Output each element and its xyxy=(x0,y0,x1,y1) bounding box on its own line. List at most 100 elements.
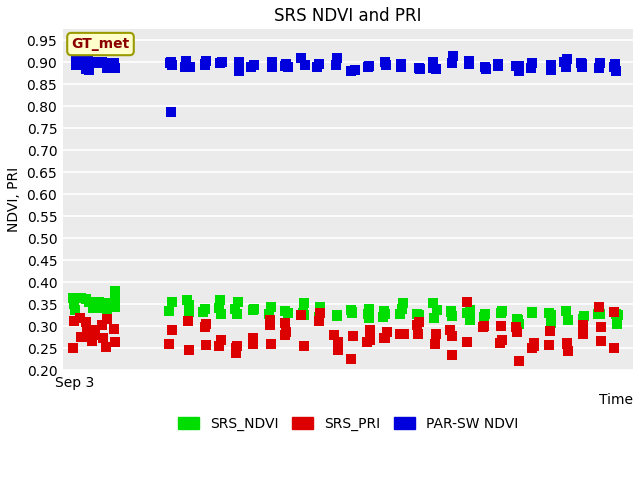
Point xyxy=(545,327,556,335)
Point xyxy=(314,313,324,321)
Point xyxy=(576,60,586,67)
Point xyxy=(396,60,406,68)
Point xyxy=(412,321,422,329)
Point xyxy=(110,64,120,72)
Point xyxy=(412,310,422,318)
Point xyxy=(527,59,538,67)
Point xyxy=(83,57,93,64)
Point xyxy=(200,60,210,68)
Point xyxy=(249,305,259,312)
Point xyxy=(612,320,622,328)
Point xyxy=(495,339,505,347)
Point xyxy=(479,313,490,321)
Point xyxy=(246,63,257,71)
Point xyxy=(380,59,390,66)
Point xyxy=(282,63,292,71)
Point xyxy=(234,67,244,75)
Point xyxy=(231,344,241,352)
Point xyxy=(102,64,113,72)
Point xyxy=(68,300,79,308)
Point xyxy=(431,306,442,314)
Point xyxy=(329,331,339,338)
Point xyxy=(347,308,357,315)
Point xyxy=(280,331,291,338)
Point xyxy=(233,299,243,306)
Point xyxy=(298,309,308,317)
Point xyxy=(514,67,524,74)
Point xyxy=(447,332,458,339)
Point xyxy=(164,307,174,315)
Point xyxy=(413,312,424,319)
Point xyxy=(299,342,309,350)
Point xyxy=(611,310,621,317)
Point xyxy=(78,58,88,66)
Point xyxy=(216,336,227,344)
Point xyxy=(447,351,457,359)
Point xyxy=(513,316,523,324)
Point xyxy=(364,305,374,312)
Point xyxy=(332,312,342,319)
Point xyxy=(97,304,107,312)
Point xyxy=(248,306,258,314)
Point xyxy=(380,311,390,318)
Point xyxy=(346,306,356,314)
Point xyxy=(379,308,389,315)
Point xyxy=(577,63,587,71)
Point xyxy=(280,62,290,70)
Point xyxy=(249,61,259,69)
Point xyxy=(234,58,244,66)
Point xyxy=(97,321,107,328)
Point xyxy=(88,59,98,67)
Point xyxy=(184,301,194,309)
Point xyxy=(578,330,588,337)
Point xyxy=(562,56,572,63)
Point xyxy=(609,344,620,352)
Point xyxy=(266,63,276,71)
Point xyxy=(561,63,572,71)
Point xyxy=(514,357,524,364)
Point xyxy=(184,63,195,71)
Point xyxy=(595,59,605,67)
Point xyxy=(578,322,588,329)
Point xyxy=(100,344,111,351)
Point xyxy=(578,315,588,323)
Point xyxy=(90,304,100,312)
Point xyxy=(281,328,291,336)
Point xyxy=(201,57,211,64)
Point xyxy=(414,318,424,326)
Point xyxy=(610,60,620,68)
Point xyxy=(110,338,120,346)
Point xyxy=(562,339,572,347)
Point xyxy=(364,63,374,71)
Point xyxy=(180,63,191,71)
Point xyxy=(511,62,522,70)
Point xyxy=(464,57,474,65)
Point xyxy=(109,287,120,295)
Point xyxy=(97,60,108,67)
Point xyxy=(461,298,472,306)
Point xyxy=(446,307,456,315)
Point xyxy=(512,315,522,323)
Point xyxy=(77,57,87,65)
Point xyxy=(166,58,176,66)
Point xyxy=(609,63,619,71)
Point xyxy=(283,309,293,316)
Point xyxy=(82,327,92,335)
Point xyxy=(97,58,108,65)
Point xyxy=(611,67,621,74)
Point xyxy=(497,336,507,344)
Point xyxy=(593,310,604,318)
Point xyxy=(397,305,407,312)
Point xyxy=(81,65,91,73)
Point xyxy=(164,340,175,348)
Point xyxy=(87,337,97,345)
Point xyxy=(332,312,342,320)
Legend: SRS_NDVI, SRS_PRI, PAR-SW NDVI: SRS_NDVI, SRS_PRI, PAR-SW NDVI xyxy=(172,411,524,437)
Y-axis label: NDVI, PRI: NDVI, PRI xyxy=(7,167,21,232)
Point xyxy=(428,58,438,66)
Point xyxy=(102,315,112,323)
Point xyxy=(413,312,424,320)
Point xyxy=(496,309,506,317)
Point xyxy=(561,307,572,314)
Point xyxy=(579,312,589,320)
